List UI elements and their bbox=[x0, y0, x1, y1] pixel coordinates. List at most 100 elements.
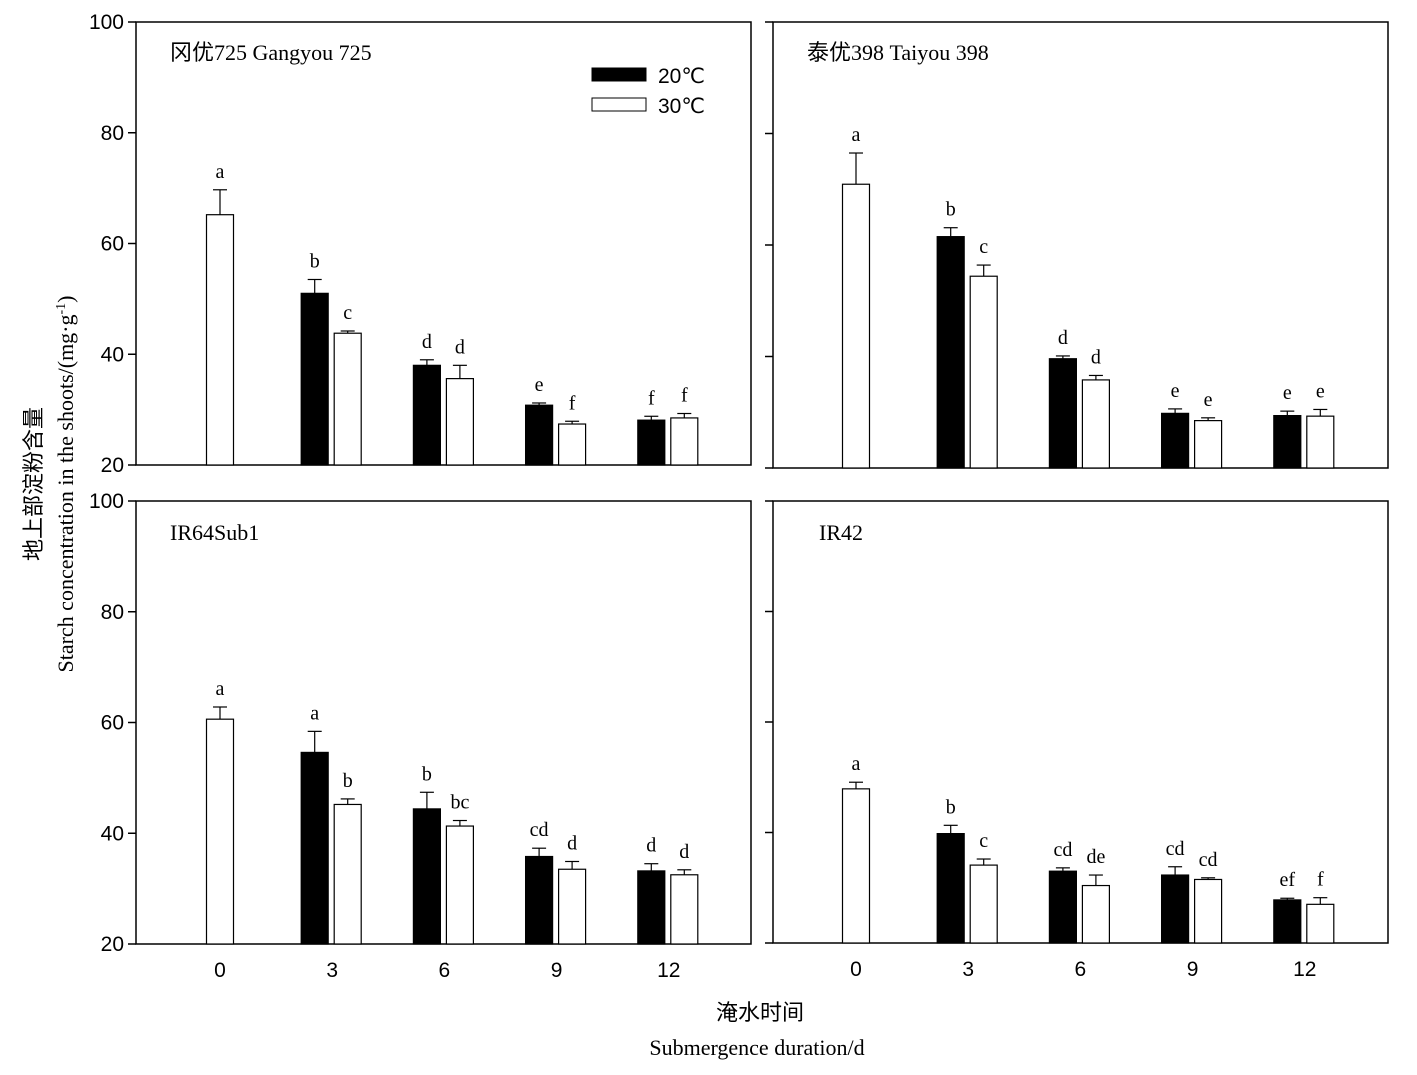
p2-bar-20c-9 bbox=[1160, 412, 1190, 469]
p3-sig-label-20c-12: d bbox=[646, 835, 656, 857]
legend-label-20c: 20℃ bbox=[658, 65, 705, 88]
p1-ytick-label-20: 20 bbox=[101, 454, 124, 477]
legend-swatch-30c bbox=[591, 97, 647, 112]
p3-bar-30c-6 bbox=[445, 825, 474, 945]
p3-bar-20c-12 bbox=[637, 870, 666, 945]
p3-ytick-label-20: 20 bbox=[101, 933, 124, 956]
p2-sig-label-30c-6: d bbox=[1091, 346, 1101, 368]
panel-title-1: 冈优725 Gangyou 725 bbox=[170, 40, 372, 65]
p3-ytick-label-40: 40 bbox=[101, 822, 124, 845]
p1-bar-20c-6 bbox=[412, 364, 441, 466]
p3-bar-30c-0 bbox=[205, 718, 235, 945]
p2-bar-20c-3 bbox=[936, 236, 965, 469]
p1-bar-30c-12 bbox=[670, 417, 699, 466]
p4-bar-20c-3 bbox=[936, 833, 965, 944]
p2-sig-label-30c-0: a bbox=[852, 124, 861, 146]
p2-bar-20c-6 bbox=[1048, 358, 1078, 469]
p3-sig-label-20c-3: a bbox=[310, 702, 319, 724]
p4-bar-20c-12 bbox=[1273, 899, 1302, 944]
p1-sig-label-30c-12: f bbox=[681, 385, 688, 407]
y-axis-title-en: Starch concentration in the shoots/(mg·g… bbox=[53, 295, 78, 672]
p4-bar-30c-12 bbox=[1306, 903, 1335, 944]
p1-bar-30c-6 bbox=[445, 378, 474, 466]
y-axis-title-en-main: Starch concentration in the shoots/(mg·g bbox=[53, 314, 78, 672]
y-axis-title-cn: 地上部淀粉含量 bbox=[21, 407, 46, 561]
p3-sig-label-20c-6: b bbox=[422, 763, 432, 785]
p1-bar-20c-3 bbox=[300, 292, 329, 466]
p4-sig-label-30c-6: de bbox=[1086, 846, 1105, 868]
p2-sig-label-20c-3: b bbox=[946, 199, 956, 221]
p4-bar-20c-9 bbox=[1160, 874, 1190, 944]
p4-bar-30c-3 bbox=[969, 864, 998, 944]
p4-xtick-label-9: 9 bbox=[1187, 958, 1199, 981]
panel-title-4: IR42 bbox=[819, 520, 863, 545]
p3-ytick-label-60: 60 bbox=[101, 712, 124, 735]
p4-sig-label-30c-12: f bbox=[1317, 869, 1324, 891]
p1-bar-20c-12 bbox=[637, 419, 666, 466]
p2-bar-30c-9 bbox=[1193, 420, 1223, 469]
p3-sig-label-30c-12: d bbox=[679, 841, 689, 863]
y-axis-title-en-sup: -1 bbox=[54, 303, 69, 315]
p1-sig-label-20c-3: b bbox=[310, 250, 320, 272]
p1-sig-label-30c-3: c bbox=[343, 302, 352, 324]
p4-bar-20c-6 bbox=[1048, 870, 1078, 944]
y-axis-title-en-end: ) bbox=[53, 295, 78, 302]
p3-sig-label-30c-9: d bbox=[567, 832, 577, 854]
p3-bar-20c-3 bbox=[300, 751, 329, 945]
legend-swatch-20c bbox=[591, 67, 647, 82]
p4-sig-label-20c-6: cd bbox=[1053, 839, 1072, 861]
p2-sig-label-20c-6: d bbox=[1058, 327, 1068, 349]
p4-bar-30c-0 bbox=[841, 788, 871, 944]
p1-ytick-label-60: 60 bbox=[101, 233, 124, 256]
p3-ytick-label-80: 80 bbox=[101, 601, 124, 624]
p1-ytick-label-100: 100 bbox=[89, 11, 124, 34]
p3-ytick-label-100: 100 bbox=[89, 490, 124, 513]
legend: 20℃ 30℃ bbox=[591, 65, 705, 118]
p2-bar-30c-3 bbox=[969, 275, 998, 469]
p4-sig-label-30c-0: a bbox=[852, 753, 861, 775]
p4-xtick-label-6: 6 bbox=[1075, 958, 1087, 981]
p3-bar-30c-3 bbox=[333, 803, 362, 945]
p1-bar-30c-9 bbox=[557, 423, 587, 466]
x-axis-title-cn: 淹水时间 bbox=[716, 1000, 804, 1025]
p3-bar-30c-9 bbox=[557, 868, 587, 945]
p1-ytick-label-40: 40 bbox=[101, 343, 124, 366]
p3-bar-30c-12 bbox=[670, 874, 699, 945]
p3-bar-20c-6 bbox=[412, 808, 441, 945]
p3-sig-label-20c-9: cd bbox=[530, 819, 549, 841]
p3-xtick-label-6: 6 bbox=[439, 959, 451, 982]
panel-title-3: IR64Sub1 bbox=[170, 520, 259, 545]
p2-bar-20c-12 bbox=[1273, 414, 1302, 469]
p4-xtick-label-0: 0 bbox=[850, 958, 862, 981]
p1-bar-30c-0 bbox=[205, 214, 235, 466]
p3-bar-20c-9 bbox=[524, 855, 554, 945]
x-axis-title-en: Submergence duration/d bbox=[649, 1035, 864, 1060]
p1-sig-label-30c-6: d bbox=[455, 336, 465, 358]
p1-ytick-label-80: 80 bbox=[101, 122, 124, 145]
p3-sig-label-30c-0: a bbox=[216, 678, 225, 700]
p2-sig-label-20c-12: e bbox=[1283, 382, 1292, 404]
p1-sig-label-20c-9: e bbox=[535, 374, 544, 396]
p2-bar-30c-12 bbox=[1306, 415, 1335, 469]
p1-sig-label-30c-9: f bbox=[569, 392, 576, 414]
p3-sig-label-30c-6: bc bbox=[450, 792, 469, 814]
p4-xtick-label-3: 3 bbox=[962, 958, 974, 981]
p1-sig-label-20c-6: d bbox=[422, 331, 432, 353]
p2-sig-label-30c-12: e bbox=[1316, 380, 1325, 402]
p4-bar-30c-6 bbox=[1081, 884, 1111, 944]
p4-bar-30c-9 bbox=[1193, 878, 1223, 944]
p1-bar-30c-3 bbox=[333, 332, 362, 466]
p4-xtick-label-12: 12 bbox=[1293, 958, 1316, 981]
p3-xtick-label-9: 9 bbox=[551, 959, 563, 982]
p3-sig-label-30c-3: b bbox=[343, 770, 353, 792]
p2-bar-30c-0 bbox=[841, 183, 871, 469]
p2-sig-label-20c-9: e bbox=[1171, 380, 1180, 402]
p4-sig-label-20c-9: cd bbox=[1166, 838, 1185, 860]
p3-xtick-label-12: 12 bbox=[657, 959, 680, 982]
panel-title-2: 泰优398 Taiyou 398 bbox=[807, 40, 989, 65]
p4-sig-label-20c-3: b bbox=[946, 796, 956, 818]
p1-bar-20c-9 bbox=[524, 404, 554, 466]
p2-sig-label-30c-9: e bbox=[1204, 389, 1213, 411]
p3-xtick-label-3: 3 bbox=[326, 959, 338, 982]
